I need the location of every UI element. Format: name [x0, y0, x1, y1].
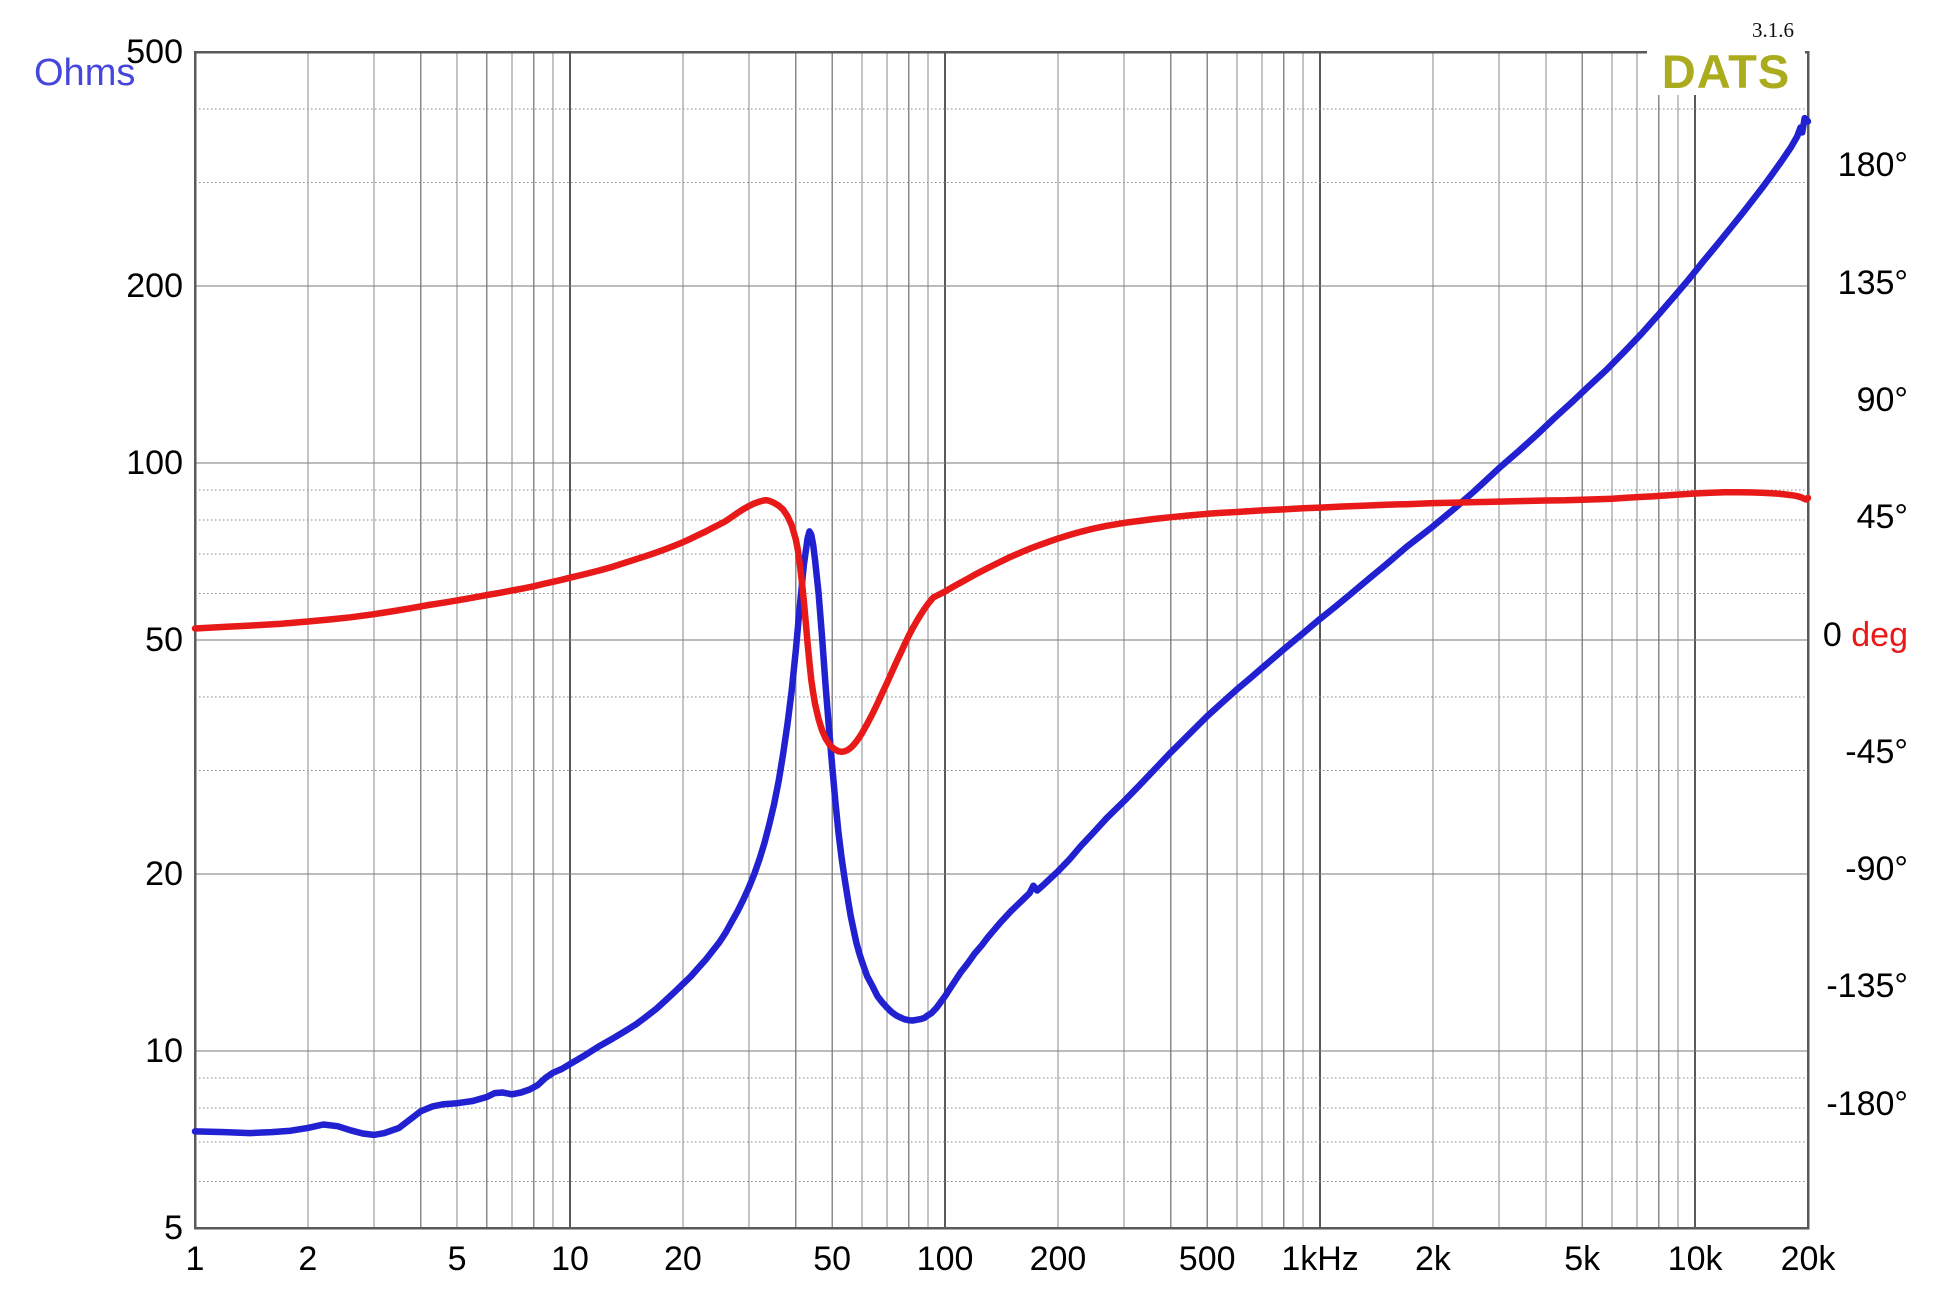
- x-axis-tick-label: 5: [447, 1240, 467, 1278]
- y-right-tick-label: 0 deg: [1790, 614, 1908, 656]
- zero-deg-value: 0: [1822, 615, 1842, 654]
- plot-border: [193, 50, 1810, 1230]
- y-right-tick-label: 135°: [1837, 263, 1908, 302]
- x-axis-tick-label: 100: [916, 1240, 974, 1278]
- y-right-tick-label: -180°: [1826, 1084, 1908, 1123]
- x-axis-tick-label: 5k: [1564, 1240, 1601, 1278]
- x-axis-tick-label: 1: [185, 1240, 205, 1278]
- y-left-tick-label: 500: [126, 33, 183, 71]
- version-text: 3.1.6: [1752, 18, 1794, 42]
- y-right-tick-label: 90°: [1856, 380, 1908, 419]
- deg-unit-label: deg: [1841, 615, 1908, 654]
- y-left-tick-label: 100: [126, 443, 183, 482]
- y-left-tick-label: 10: [145, 1031, 183, 1070]
- y-right-tick-label: -135°: [1826, 967, 1908, 1006]
- y-left-tick-label: 20: [145, 854, 183, 893]
- x-axis-tick-label: 50: [813, 1240, 852, 1278]
- y-left-tick-label: 5: [164, 1209, 183, 1247]
- x-axis-tick-label: 500: [1178, 1240, 1236, 1278]
- phase-curve: [191, 488, 1812, 756]
- x-axis-tick-label: 10k: [1667, 1240, 1723, 1278]
- left-axis-title: Ohms: [34, 52, 136, 94]
- impedance-curve: [191, 114, 1812, 1139]
- x-axis-tick-label: 20: [663, 1240, 702, 1278]
- x-axis-tick-label: 20k: [1780, 1240, 1836, 1278]
- y-left-tick-label: 50: [145, 621, 183, 659]
- x-axis-tick-label: 1kHz: [1281, 1240, 1359, 1278]
- y-right-tick-label: -90°: [1845, 850, 1908, 889]
- x-axis-tick-label: 2: [298, 1240, 318, 1278]
- x-axis-tick-label: 2k: [1415, 1240, 1451, 1278]
- y-right-tick-label: 45°: [1856, 498, 1908, 537]
- x-axis-tick-label: 10: [551, 1240, 589, 1278]
- y-right-tick-label: 180°: [1837, 146, 1908, 185]
- y-right-tick-label: -45°: [1845, 732, 1908, 771]
- dats-logo: DATS: [1647, 48, 1805, 95]
- x-axis-tick-label: 200: [1029, 1240, 1087, 1278]
- y-left-tick-label: 200: [126, 266, 183, 305]
